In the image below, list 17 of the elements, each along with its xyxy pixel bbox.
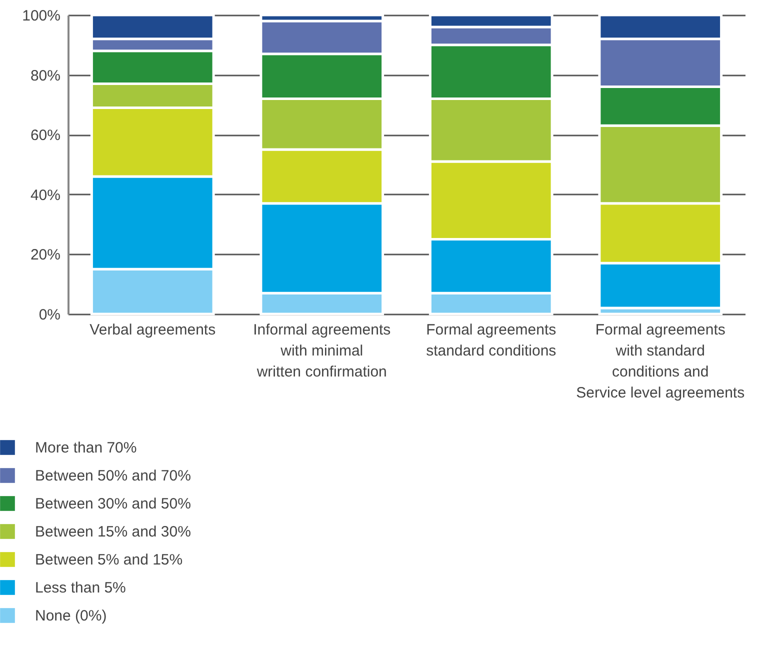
legend-label: Between 15% and 30% <box>35 524 191 540</box>
legend-label: Less than 5% <box>35 580 126 596</box>
x-tick-label: Informal agreements with minimal written confirmation <box>253 322 391 380</box>
y-tick-label: 100% <box>22 8 60 24</box>
legend-label: More than 70% <box>35 440 137 456</box>
y-tick-label: 20% <box>30 246 60 264</box>
legend-label: Between 30% and 50% <box>35 496 191 512</box>
legend-label: None (0%) <box>35 608 107 624</box>
legend-label: Between 5% and 15% <box>35 552 183 568</box>
legend-label: Between 50% and 70% <box>35 468 191 484</box>
y-tick-label: 60% <box>30 127 60 144</box>
y-tick-label: 80% <box>30 67 60 84</box>
y-tick-label: 0% <box>38 306 60 324</box>
x-tick-label: Verbal agreements <box>90 322 216 338</box>
y-tick-label: 40% <box>30 186 60 204</box>
x-tick-label: Formal agreements standard conditions <box>426 322 556 360</box>
x-tick-label: Formal agreements with standard conditions and Service level agreements <box>576 322 745 402</box>
